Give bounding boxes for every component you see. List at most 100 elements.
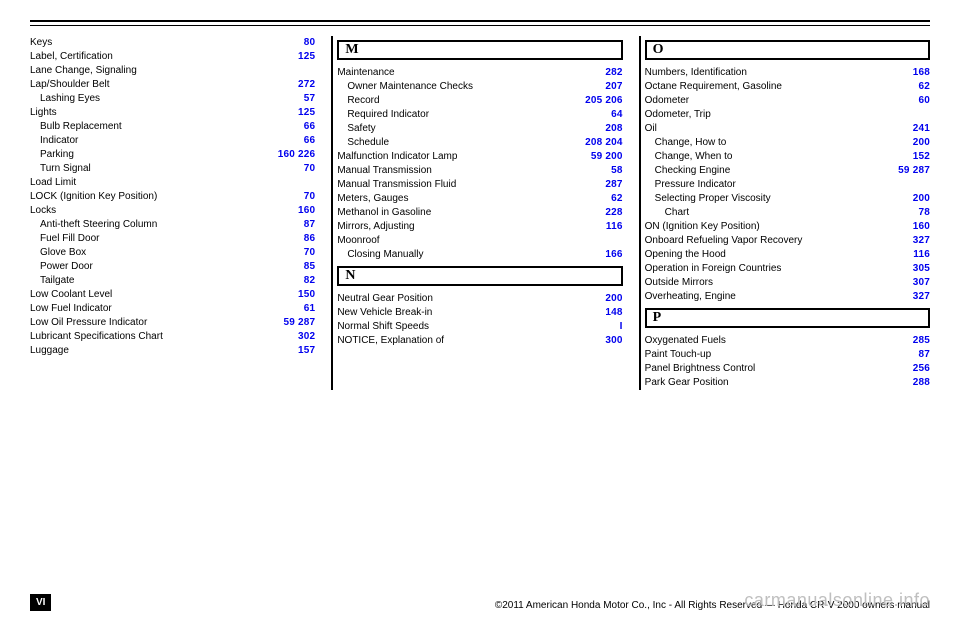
index-entry: Park Gear Position288 [645, 376, 930, 390]
entry-page-numbers[interactable]: 160226 [278, 148, 316, 162]
entry-label: LOCK (Ignition Key Position) [30, 190, 304, 204]
entry-label: Lap/Shoulder Belt [30, 78, 298, 92]
entry-label: Schedule [337, 136, 585, 150]
entry-page-numbers[interactable]: 152 [913, 150, 930, 164]
entry-page-numbers[interactable]: 327 [913, 234, 930, 248]
entry-page-numbers[interactable]: 116 [913, 248, 930, 262]
entry-page-numbers[interactable]: 66 [304, 134, 316, 148]
entry-page-numbers[interactable]: 200 [913, 136, 930, 150]
entry-page-numbers[interactable]: 80 [304, 36, 316, 50]
index-entry: Overheating, Engine327 [645, 290, 930, 304]
entry-label: Numbers, Identification [645, 66, 913, 80]
entry-page-numbers[interactable]: 58 [611, 164, 623, 178]
index-entry: Maintenance282 [337, 66, 622, 80]
entry-page-numbers[interactable]: 205206 [585, 94, 623, 108]
entry-label: Keys [30, 36, 304, 50]
entry-page-numbers[interactable]: 200 [913, 192, 930, 206]
entry-page-numbers[interactable]: 66 [304, 120, 316, 134]
index-entry: Neutral Gear Position200 [337, 292, 622, 306]
entry-page-numbers[interactable]: 288 [913, 376, 930, 390]
index-entry: Keys80 [30, 36, 315, 50]
entry-page-numbers[interactable]: 208 [605, 122, 622, 136]
entry-label: Checking Engine [645, 164, 899, 178]
entry-page-numbers[interactable]: 125 [298, 106, 315, 120]
entry-label: Required Indicator [337, 108, 611, 122]
index-entry: Panel Brightness Control256 [645, 362, 930, 376]
entry-page-numbers[interactable]: 168 [913, 66, 930, 80]
entry-page-numbers[interactable]: 302 [298, 330, 315, 344]
index-entry: Onboard Refueling Vapor Recovery327 [645, 234, 930, 248]
entry-page-numbers[interactable]: 166 [605, 248, 622, 262]
index-entry: Oxygenated Fuels285 [645, 334, 930, 348]
entry-label: ON (Ignition Key Position) [645, 220, 913, 234]
entry-page-numbers[interactable]: 87 [918, 348, 930, 362]
entry-page-numbers[interactable]: 125 [298, 50, 315, 64]
entry-label: Oxygenated Fuels [645, 334, 913, 348]
entry-page-numbers[interactable]: 272 [298, 78, 315, 92]
entry-page-numbers[interactable]: 78 [918, 206, 930, 220]
index-entry: ON (Ignition Key Position)160 [645, 220, 930, 234]
index-entry: Record205206 [337, 94, 622, 108]
index-entry: Label, Certification125 [30, 50, 315, 64]
entry-page-numbers[interactable]: 59287 [898, 164, 930, 178]
manual-index-page: Keys80Label, Certification125Lane Change… [30, 20, 930, 587]
entry-page-numbers[interactable]: 208204 [585, 136, 623, 150]
index-entry: Lane Change, Signaling [30, 64, 315, 78]
entry-page-numbers[interactable]: 160 [913, 220, 930, 234]
entry-page-numbers[interactable]: 61 [304, 302, 316, 316]
entry-page-numbers[interactable]: 285 [913, 334, 930, 348]
entry-label: Neutral Gear Position [337, 292, 605, 306]
section-header-m: M [337, 40, 622, 60]
index-entry: New Vehicle Break-in148 [337, 306, 622, 320]
entry-label: Parking [30, 148, 278, 162]
entry-page-numbers[interactable]: 87 [304, 218, 316, 232]
entry-page-numbers[interactable]: 57 [304, 92, 316, 106]
entry-label: Paint Touch-up [645, 348, 919, 362]
entry-page-numbers[interactable]: 160 [298, 204, 315, 218]
entry-page-numbers[interactable]: 200 [605, 292, 622, 306]
entry-page-numbers[interactable]: 59200 [591, 150, 623, 164]
index-entry: Low Fuel Indicator61 [30, 302, 315, 316]
index-entry: Manual Transmission58 [337, 164, 622, 178]
entry-label: Anti-theft Steering Column [30, 218, 304, 232]
entry-page-numbers[interactable]: 70 [304, 246, 316, 260]
entry-page-numbers[interactable]: 150 [298, 288, 315, 302]
index-entry: Chart78 [645, 206, 930, 220]
index-entry: Closing Manually166 [337, 248, 622, 262]
entry-page-numbers[interactable]: 307 [913, 276, 930, 290]
entry-page-numbers[interactable]: 256 [913, 362, 930, 376]
entry-page-numbers[interactable]: 70 [304, 190, 316, 204]
entry-page-numbers[interactable]: 305 [913, 262, 930, 276]
entry-page-numbers[interactable]: 62 [611, 192, 623, 206]
entry-page-numbers[interactable]: 282 [605, 66, 622, 80]
entry-page-numbers[interactable]: 327 [913, 290, 930, 304]
index-entry: Meters, Gauges62 [337, 192, 622, 206]
entry-page-numbers[interactable]: 241 [913, 122, 930, 136]
index-entry: Tailgate82 [30, 274, 315, 288]
index-entry: Change, When to152 [645, 150, 930, 164]
entry-label: Octane Requirement, Gasoline [645, 80, 919, 94]
entry-page-numbers[interactable]: 287 [605, 178, 622, 192]
entry-label: Glove Box [30, 246, 304, 260]
entry-page-numbers[interactable]: 157 [298, 344, 315, 358]
entry-page-numbers[interactable]: 300 [605, 334, 622, 348]
entry-page-numbers[interactable]: 228 [605, 206, 622, 220]
entry-page-numbers[interactable]: 62 [918, 80, 930, 94]
entry-page-numbers[interactable]: 59287 [284, 316, 316, 330]
entry-page-numbers[interactable]: 70 [304, 162, 316, 176]
entry-page-numbers[interactable]: 148 [605, 306, 622, 320]
index-entry: Change, How to200 [645, 136, 930, 150]
entry-page-numbers[interactable]: 85 [304, 260, 316, 274]
entry-page-numbers[interactable]: 116 [606, 220, 623, 234]
entry-page-numbers[interactable]: 64 [611, 108, 623, 122]
entry-label: Luggage [30, 344, 298, 358]
entry-label: Change, When to [645, 150, 913, 164]
entry-page-numbers[interactable]: 207 [605, 80, 622, 94]
index-entry: Lights125 [30, 106, 315, 120]
entry-page-numbers[interactable]: 82 [304, 274, 316, 288]
entry-label: Methanol in Gasoline [337, 206, 605, 220]
section-marker: VI [30, 594, 51, 611]
entry-page-numbers[interactable]: 60 [918, 94, 930, 108]
entry-page-numbers[interactable]: 86 [304, 232, 316, 246]
entry-page-numbers[interactable]: I [620, 320, 623, 334]
